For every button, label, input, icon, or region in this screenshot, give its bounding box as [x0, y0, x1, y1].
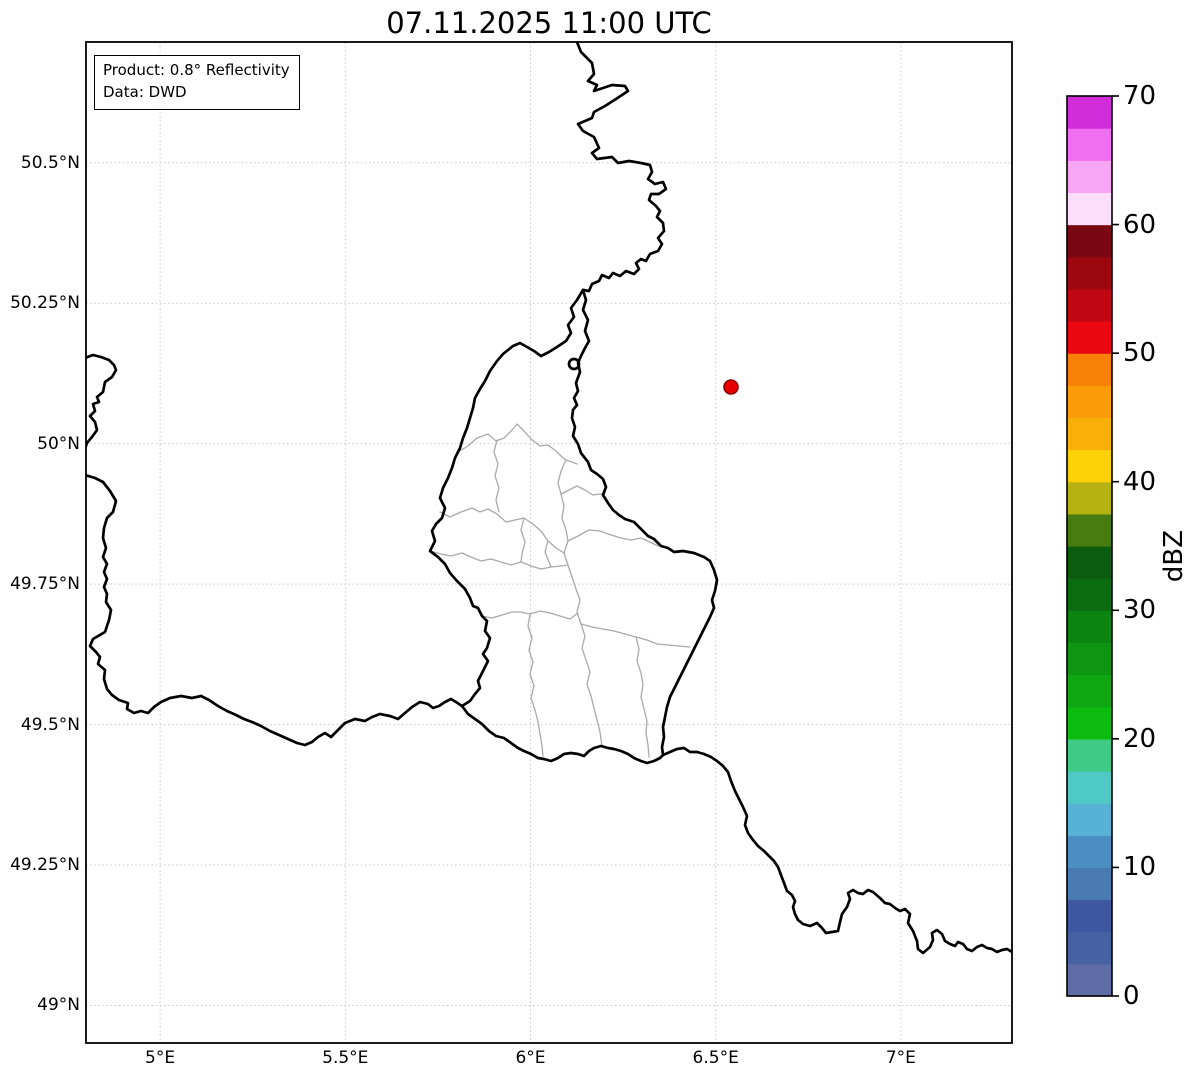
- colorbar-band: [1067, 353, 1112, 386]
- plot-frame: [85, 41, 1013, 1044]
- lon-tick-label: 6.5°E: [692, 1048, 739, 1068]
- border-luxembourg-germany: [570, 288, 719, 757]
- lon-tick-label: 7°E: [885, 1048, 916, 1068]
- colorbar-band: [1067, 706, 1112, 740]
- colorbar-band: [1067, 321, 1112, 354]
- colorbar-tick-label: 20: [1123, 723, 1157, 754]
- border-france-germany: [661, 746, 1012, 955]
- colorbar-tick-label: 50: [1123, 338, 1157, 369]
- colorbar-band: [1067, 803, 1112, 836]
- colorbar-band: [1067, 931, 1112, 965]
- colorbar-band: [1067, 963, 1112, 997]
- district-border: [439, 507, 565, 554]
- district-border: [527, 613, 544, 757]
- district-border: [635, 636, 650, 758]
- colorbar-band: [1067, 256, 1112, 290]
- colorbar-tick-label: 60: [1123, 209, 1157, 240]
- colorbar-tick-marks: [1112, 95, 1119, 997]
- annotation-box: Product: 0.8° Reflectivity Data: DWD: [94, 55, 300, 110]
- district-border: [544, 540, 552, 568]
- border-belgium-germany: [575, 42, 668, 293]
- colorbar-band: [1067, 224, 1112, 258]
- colorbar-band: [1067, 481, 1112, 515]
- country-borders: [86, 42, 1012, 955]
- district-border: [557, 459, 603, 747]
- colorbar-band: [1067, 771, 1112, 804]
- colorbar-unit-label: dBZ: [1159, 529, 1189, 583]
- colorbar-bands: [1067, 96, 1112, 997]
- border-belgium-france: [86, 473, 464, 747]
- data-source-label: Data: DWD: [103, 82, 187, 101]
- lat-tick-label: 49°N: [37, 995, 80, 1016]
- district-border: [520, 517, 526, 563]
- colorbar-tick-label: 70: [1123, 81, 1157, 111]
- colorbar-band: [1067, 899, 1112, 933]
- colorbar-band: [1067, 449, 1112, 483]
- lat-tick-label: 49.5°N: [20, 714, 80, 735]
- border-belgium-luxembourg: [428, 288, 585, 708]
- lat-tick-label: 50°N: [37, 433, 80, 454]
- colorbar-band: [1067, 417, 1112, 451]
- colorbar-band: [1067, 192, 1112, 226]
- border-belgium-france-stub: [86, 353, 118, 450]
- colorbar-band: [1067, 288, 1112, 322]
- district-border: [429, 550, 569, 570]
- border-luxembourg-france: [460, 704, 665, 765]
- gridlines: [86, 42, 1012, 1043]
- colorbar-band: [1067, 674, 1112, 708]
- lat-tick-label: 50.5°N: [20, 152, 80, 173]
- lon-tick-label: 6°E: [515, 1048, 546, 1068]
- colorbar-band: [1067, 96, 1112, 129]
- colorbar-band: [1067, 642, 1112, 676]
- district-border: [493, 439, 500, 513]
- colorbar-band: [1067, 160, 1112, 194]
- colorbar-band: [1067, 385, 1112, 419]
- district-border: [567, 529, 659, 547]
- colorbar-band: [1067, 546, 1112, 579]
- colorbar-frame: [1066, 95, 1113, 997]
- colorbar-band: [1067, 128, 1112, 161]
- district-border: [560, 485, 605, 496]
- district-border: [457, 423, 578, 465]
- colorbar-band: [1067, 513, 1112, 547]
- lon-tick-label: 5.5°E: [322, 1048, 369, 1068]
- colorbar-band: [1067, 578, 1112, 611]
- radar-site-marker: [723, 379, 739, 395]
- colorbar-band: [1067, 738, 1112, 772]
- border-river-loop: [567, 357, 581, 371]
- colorbar-tick-label: 30: [1123, 595, 1157, 626]
- colorbar-tick-label: 40: [1123, 466, 1157, 497]
- colorbar-tick-label: 10: [1123, 852, 1157, 883]
- colorbar-band: [1067, 610, 1112, 644]
- colorbar-band: [1067, 835, 1112, 869]
- lat-tick-label: 49.25°N: [10, 855, 80, 876]
- district-border: [580, 623, 691, 648]
- figure-title: 07.11.2025 11:00 UTC: [386, 6, 712, 40]
- lon-tick-label: 5°E: [145, 1048, 176, 1068]
- district-borders: [429, 423, 691, 758]
- lat-tick-label: 50.25°N: [10, 293, 80, 314]
- lat-tick-label: 49.75°N: [10, 574, 80, 595]
- colorbar-tick-label: 0: [1123, 981, 1140, 1011]
- colorbar: [1066, 95, 1119, 997]
- product-label: Product: 0.8° Reflectivity: [103, 61, 290, 79]
- colorbar-band: [1067, 867, 1112, 901]
